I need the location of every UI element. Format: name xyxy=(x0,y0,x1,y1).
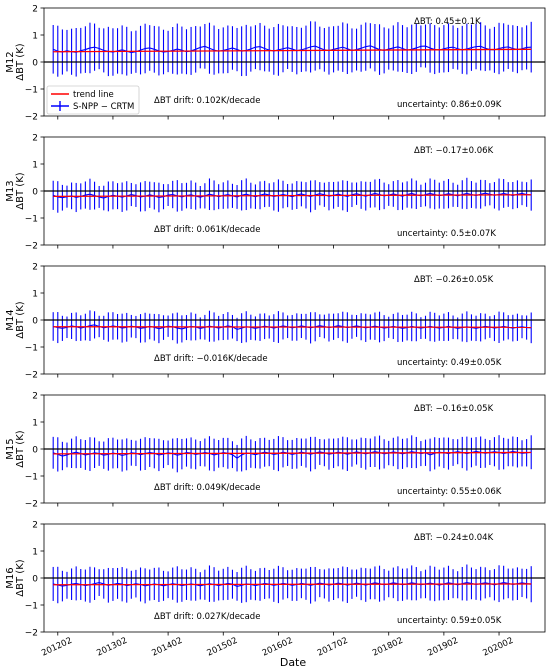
y-tick-label: 2 xyxy=(32,263,38,273)
y-tick-label: 1 xyxy=(32,419,38,429)
y-axis-band-label: M16 xyxy=(5,567,16,588)
y-tick-label: −2 xyxy=(25,500,38,510)
y-tick-label: 1 xyxy=(32,161,38,171)
y-axis-band-label: M14 xyxy=(5,309,16,330)
uncertainty-annotation: uncertainty: 0.59±0.05K xyxy=(397,616,502,626)
drift-annotation: ΔBT drift: 0.061K/decade xyxy=(154,225,260,235)
y-tick-label: 2 xyxy=(32,134,38,144)
y-tick-label: 0 xyxy=(32,446,38,456)
legend-trend-label: trend line xyxy=(73,90,114,100)
y-axis-title: ΔBT (K) xyxy=(15,430,26,467)
y-tick-label: −2 xyxy=(25,629,38,639)
y-tick-label: −1 xyxy=(25,344,38,354)
y-tick-label: 2 xyxy=(32,521,38,531)
y-tick-label: 1 xyxy=(32,548,38,558)
y-axis-title: ΔBT (K) xyxy=(15,172,26,209)
y-tick-label: 0 xyxy=(32,59,38,69)
x-tick-label: 201402 xyxy=(150,636,184,659)
mean-bias-annotation: ΔBT: −0.24±0.04K xyxy=(414,533,494,543)
panel-m14: 2 1 0 −1 −2 M14 ΔBT (K) ΔBT: −0.26±0.05K ΔBT dri… xyxy=(5,263,546,381)
y-axis-title: ΔBT (K) xyxy=(15,43,26,80)
legend-series-label: S-NPP − CRTM xyxy=(73,102,134,112)
y-tick-label: 0 xyxy=(32,188,38,198)
y-axis-band-label: M13 xyxy=(5,180,16,201)
y-tick-label: 0 xyxy=(32,575,38,585)
y-tick-label: 1 xyxy=(32,32,38,42)
y-tick-label: −2 xyxy=(25,371,38,381)
trend-line xyxy=(53,48,532,53)
y-axis-band-label: M15 xyxy=(5,438,16,459)
y-axis-band-label: M12 xyxy=(5,51,16,72)
x-tick-label: 201702 xyxy=(316,636,350,659)
mean-bias-annotation: ΔBT: 0.45±0.1K xyxy=(414,17,481,27)
mean-bias-annotation: ΔBT: −0.26±0.05K xyxy=(414,275,494,285)
y-tick-label: −1 xyxy=(25,473,38,483)
x-tick-label: 202002 xyxy=(481,636,515,659)
panel-m13: 2 1 0 −1 −2 M13 ΔBT (K) ΔBT: −0.17±0.06K ΔBT dri… xyxy=(5,134,546,252)
mean-bias-annotation: ΔBT: −0.16±0.05K xyxy=(414,404,494,414)
x-tick-label: 201902 xyxy=(426,636,460,659)
y-tick-label: −1 xyxy=(25,86,38,96)
x-tick-label: 201802 xyxy=(371,636,405,659)
drift-annotation: ΔBT drift: 0.027K/decade xyxy=(154,612,260,622)
y-tick-label: −1 xyxy=(25,215,38,225)
y-tick-label: 0 xyxy=(32,317,38,327)
x-axis-title: Date xyxy=(280,656,307,669)
x-tick-label: 201202 xyxy=(40,636,74,659)
y-axis-title: ΔBT (K) xyxy=(15,301,26,338)
y-tick-label: −2 xyxy=(25,242,38,252)
trend-line xyxy=(53,194,532,198)
trend-line xyxy=(53,326,532,328)
trend-line xyxy=(53,451,532,455)
uncertainty-annotation: uncertainty: 0.5±0.07K xyxy=(397,229,496,239)
y-tick-label: 1 xyxy=(32,290,38,300)
y-tick-label: 2 xyxy=(32,392,38,402)
x-tick-label: 201302 xyxy=(95,636,129,659)
uncertainty-annotation: uncertainty: 0.49±0.05K xyxy=(397,358,502,368)
panel-m12: 2 1 0 −1 −2 M12 ΔBT (K) ΔBT: 0.45±0.1K ΔBT drift… xyxy=(5,5,546,123)
series-line xyxy=(52,45,532,54)
y-tick-label: 2 xyxy=(32,5,38,15)
legend: trend line S-NPP − CRTM xyxy=(46,85,140,115)
drift-annotation: ΔBT drift: −0.016K/decade xyxy=(154,354,268,364)
panel-m15: 2 1 0 −1 −2 M15 ΔBT (K) ΔBT: −0.16±0.05K ΔBT dri… xyxy=(5,392,546,510)
drift-annotation: ΔBT drift: 0.102K/decade xyxy=(154,96,260,106)
x-tick-label: 201502 xyxy=(206,636,240,659)
uncertainty-annotation: uncertainty: 0.86±0.09K xyxy=(397,100,502,110)
drift-annotation: ΔBT drift: 0.049K/decade xyxy=(154,483,260,493)
y-tick-label: −1 xyxy=(25,602,38,612)
uncertainty-annotation: uncertainty: 0.55±0.06K xyxy=(397,487,502,497)
legend-box xyxy=(46,85,140,115)
trend-line xyxy=(53,583,532,586)
y-tick-label: −2 xyxy=(25,113,38,123)
mean-bias-annotation: ΔBT: −0.17±0.06K xyxy=(414,146,494,156)
y-axis-title: ΔBT (K) xyxy=(15,559,26,596)
